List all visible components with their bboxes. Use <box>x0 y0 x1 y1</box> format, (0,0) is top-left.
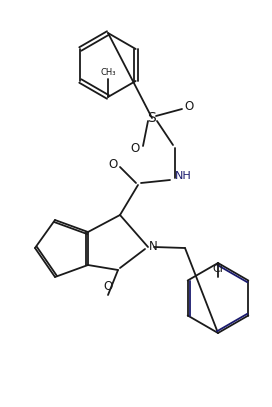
Text: O: O <box>103 280 113 293</box>
Text: O: O <box>130 142 140 155</box>
Text: CH₃: CH₃ <box>100 68 116 77</box>
Text: Cl: Cl <box>212 264 223 274</box>
Text: N: N <box>149 239 157 252</box>
Text: O: O <box>184 101 194 114</box>
Text: NH: NH <box>175 171 191 181</box>
Text: S: S <box>148 111 156 125</box>
Text: O: O <box>108 158 118 171</box>
